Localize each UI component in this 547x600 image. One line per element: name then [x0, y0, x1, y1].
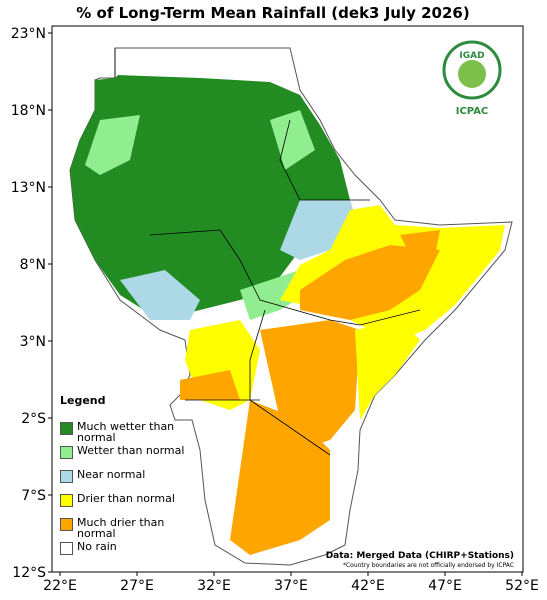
lat-label: 3°N: [20, 334, 46, 350]
logo: IGAD ICPAC: [442, 40, 502, 117]
disclaimer: *Country boundaries are not officially e…: [343, 562, 514, 569]
region: [69, 47, 513, 566]
lat-label: 13°N: [11, 180, 46, 196]
logo-name: IGAD: [459, 51, 484, 61]
logo-globe: [458, 60, 486, 88]
legend-swatch: [60, 542, 73, 555]
lat-label: 12°S: [12, 565, 46, 581]
legend-item: No rain: [60, 541, 190, 565]
lon-label: 22°E: [43, 578, 77, 594]
legend-item: Wetter than normal: [60, 445, 190, 469]
lon-label: 47°E: [428, 578, 462, 594]
legend-swatch: [60, 494, 73, 507]
legend-swatch: [60, 446, 73, 459]
lon-label: 37°E: [274, 578, 308, 594]
lon-label: 42°E: [351, 578, 385, 594]
legend-label: Much drier than normal: [77, 516, 165, 540]
lat-label: 23°N: [11, 26, 46, 42]
legend-swatch: [60, 470, 73, 483]
legend-label: Drier than normal: [77, 492, 175, 505]
legend-label: No rain: [77, 540, 117, 553]
legend-item: Near normal: [60, 469, 190, 493]
lat-label: 18°N: [11, 103, 46, 119]
legend-swatch: [60, 518, 73, 531]
map-title: % of Long-Term Mean Rainfall (dek3 July …: [76, 4, 469, 22]
legend-swatch: [60, 422, 73, 435]
lat-label: 8°N: [20, 257, 46, 273]
lon-label: 27°E: [120, 578, 154, 594]
ticks: 23°N 18°N 13°N 8°N 3°N 2°S 7°S 12°S22°E 27°E 32°E…: [11, 26, 539, 594]
legend-label: Near normal: [77, 468, 146, 481]
legend-item: Much wetter than normal: [60, 421, 190, 445]
logo-org: ICPAC: [456, 106, 489, 117]
source: Data: Merged Data (CHIRP+Stations): [326, 551, 514, 561]
legend: Legend Much wetter than normal Wetter tha…: [60, 394, 190, 565]
lon-label: 52°E: [505, 578, 539, 594]
legend-item: Much drier than normal: [60, 517, 190, 541]
legend-label: Much wetter than normal: [77, 420, 175, 444]
legend-label: Wetter than normal: [77, 444, 185, 457]
lon-label: 32°E: [197, 578, 231, 594]
legend-title: Legend: [60, 394, 106, 407]
lat-label: 7°S: [21, 488, 46, 504]
legend-item: Drier than normal: [60, 493, 190, 517]
lat-label: 2°S: [21, 411, 46, 427]
